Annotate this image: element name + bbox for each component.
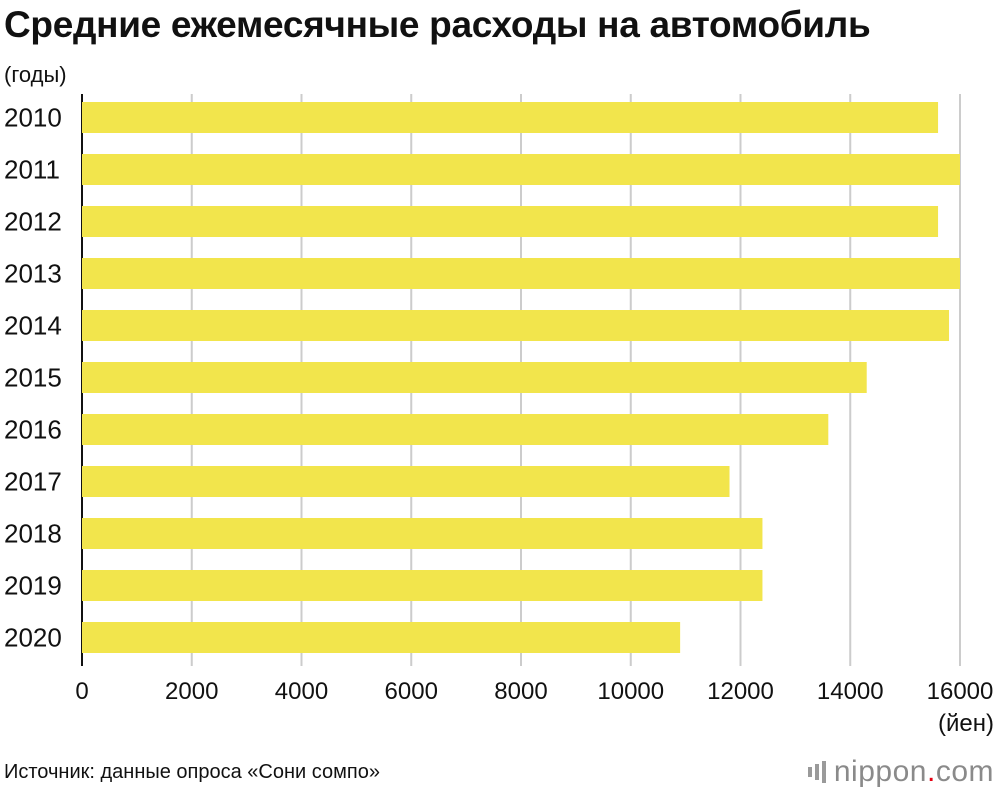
- category-label: 2011: [4, 155, 60, 185]
- bar-2016: [82, 414, 829, 445]
- category-label: 2010: [4, 103, 62, 133]
- x-tick-label: 10000: [597, 678, 664, 705]
- y-axis-label: (годы): [4, 62, 67, 87]
- bar-2018: [82, 518, 763, 549]
- category-label: 2016: [4, 415, 62, 445]
- bar-2014: [82, 310, 950, 341]
- category-label: 2017: [4, 467, 62, 497]
- nippon-logo: nippon. com: [807, 755, 994, 789]
- x-tick-label: 2000: [165, 678, 218, 705]
- bars: [82, 102, 960, 653]
- x-tick-label: 6000: [385, 678, 438, 705]
- bar-2017: [82, 466, 730, 497]
- category-label: 2019: [4, 571, 62, 601]
- x-axis-label: (йен): [938, 710, 994, 737]
- bar-2015: [82, 362, 867, 393]
- bar-2013: [82, 258, 960, 289]
- bar-2011: [82, 154, 960, 185]
- x-tick-label: 12000: [707, 678, 774, 705]
- logo-marks-icon: [807, 761, 826, 783]
- x-tick-labels: 0 2000 4000 6000 8000 10000 12000 14000 16000: [75, 678, 993, 705]
- bar-2020: [82, 622, 681, 653]
- category-label: 2018: [4, 519, 62, 549]
- bar-2019: [82, 570, 763, 601]
- category-label: 2020: [4, 623, 62, 653]
- category-label: 2012: [4, 207, 62, 237]
- x-tick-label: 14000: [817, 678, 884, 705]
- category-label: 2014: [4, 311, 62, 341]
- logo-tld: com: [935, 755, 994, 788]
- logo-name: nippon: [833, 755, 927, 788]
- category-labels: 2010 2011 2012 2013 2014 2015 2016 2017 2018 2019…: [4, 103, 62, 653]
- logo-dot: .: [926, 755, 936, 788]
- chart-title: Средние ежемесячные расходы на автомобил…: [4, 4, 871, 45]
- x-tick-label: 16000: [927, 678, 994, 705]
- source-note: Источник: данные опроса «Сони сомпо»: [4, 761, 380, 783]
- x-tick-label: 0: [75, 678, 88, 705]
- bar-2012: [82, 206, 939, 237]
- x-tick-label: 4000: [275, 678, 328, 705]
- category-label: 2015: [4, 363, 62, 393]
- category-label: 2013: [4, 259, 62, 289]
- x-tick-label: 8000: [494, 678, 547, 705]
- bar-2010: [82, 102, 939, 133]
